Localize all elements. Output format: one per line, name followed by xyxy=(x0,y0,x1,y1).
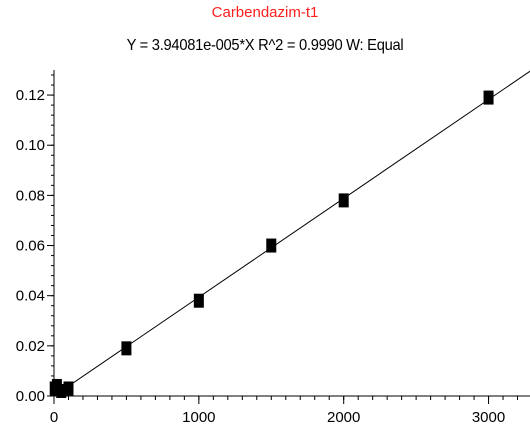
y-tick-label: 0.10 xyxy=(16,137,45,154)
data-point xyxy=(56,383,67,398)
data-point xyxy=(338,193,349,208)
x-tick-label: 3000 xyxy=(472,409,505,426)
data-point xyxy=(121,341,132,356)
y-tick-label: 0.06 xyxy=(16,238,45,255)
data-point xyxy=(63,381,74,396)
x-tick-label: 2000 xyxy=(327,409,360,426)
y-tick-label: 0.00 xyxy=(16,388,45,405)
x-tick-label: 0 xyxy=(50,409,58,426)
data-point xyxy=(483,90,494,105)
y-tick-label: 0.04 xyxy=(16,288,45,305)
data-point xyxy=(266,238,277,253)
fit-line xyxy=(53,70,530,397)
x-tick-label: 1000 xyxy=(182,409,215,426)
chart-subtitle: Y = 3.94081e-005*X R^2 = 0.9990 W: Equal xyxy=(126,37,404,54)
y-tick-label: 0.02 xyxy=(16,338,45,355)
y-tick-label: 0.12 xyxy=(16,87,45,104)
chart-title: Carbendazim-t1 xyxy=(211,4,319,21)
data-point xyxy=(193,293,204,308)
y-tick-label: 0.08 xyxy=(16,187,45,204)
